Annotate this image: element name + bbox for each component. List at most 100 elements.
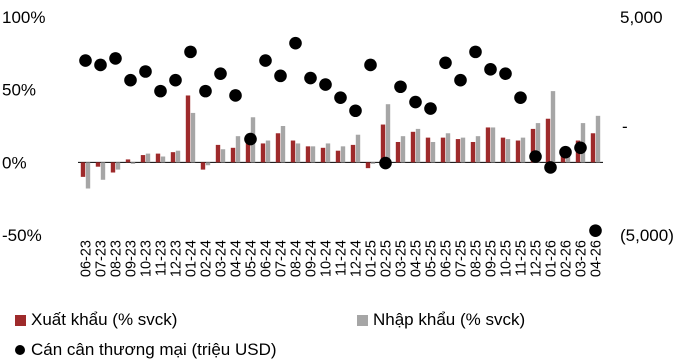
left-axis-tick-label: 50% [2, 81, 36, 100]
balance-point [379, 156, 392, 170]
import-bar [145, 153, 151, 163]
export-bar [500, 137, 506, 163]
x-tick-label: 12-24 [349, 240, 365, 277]
import-bar [190, 112, 196, 163]
balance-point [259, 54, 272, 67]
import-bar [175, 150, 181, 163]
export-bar [320, 147, 326, 163]
x-tick-label: 12-23 [169, 240, 185, 277]
export-bar [230, 147, 236, 163]
balance-point [559, 145, 572, 159]
balance-point [424, 102, 437, 115]
x-tick-label: 11-24 [334, 240, 350, 276]
x-tick-label: 11-23 [154, 240, 170, 276]
export-bar [305, 146, 311, 163]
export-bar [365, 162, 371, 169]
balance-point [304, 71, 317, 85]
balance-point [529, 150, 542, 163]
import-bar [85, 162, 91, 189]
balance-point [484, 63, 497, 76]
x-tick-label: 09-25 [484, 240, 500, 277]
export-bar [530, 128, 536, 163]
balance-point [544, 161, 557, 174]
x-tick-label: 09-24 [304, 240, 320, 277]
export-bar [275, 133, 281, 163]
x-tick-label: 08-24 [289, 240, 305, 277]
legend-balance-label: Cán cân thương mại (triệu USD) [31, 340, 277, 359]
balance-point [394, 80, 407, 94]
legend-import-label: Nhập khẩu (% svck) [373, 310, 526, 329]
import-bar [355, 134, 361, 163]
x-tick-label: 05-24 [244, 240, 260, 277]
export-bar [590, 133, 596, 163]
balance-point [469, 45, 482, 59]
x-tick-label: 06-23 [79, 240, 95, 277]
export-bar [260, 143, 266, 163]
export-bar [95, 162, 101, 167]
import-bar [550, 91, 556, 163]
x-tick-label: 03-25 [394, 240, 410, 277]
import-bar [115, 162, 121, 170]
export-swatch [15, 314, 26, 326]
export-bar [440, 137, 446, 163]
export-bar [185, 95, 191, 163]
balance-point [589, 224, 602, 237]
export-bar [140, 155, 146, 163]
balance-point [364, 58, 377, 72]
x-tick-label: 04-24 [229, 240, 245, 277]
x-tick-label: 01-26 [544, 240, 560, 277]
import-bar [370, 162, 376, 164]
balance-point [349, 104, 362, 118]
export-bar [485, 127, 491, 163]
x-tick-label: 03-26 [574, 240, 590, 277]
balance-point [124, 73, 137, 87]
export-bar [350, 144, 356, 163]
x-tick-label: 01-25 [364, 240, 380, 277]
balance-point [154, 84, 167, 98]
x-tick-label: 04-26 [589, 240, 605, 277]
x-tick-label: 01-24 [184, 240, 200, 277]
export-bar [560, 155, 566, 163]
import-bar [280, 126, 286, 163]
balance-point [409, 95, 422, 109]
x-tick-label: 10-23 [139, 240, 155, 277]
import-bar [265, 140, 271, 163]
import-bar [385, 104, 391, 163]
x-tick-label: 05-25 [424, 240, 440, 277]
import-bar [490, 127, 496, 163]
import-bar [340, 146, 346, 163]
left-axis-tick-label: 0% [2, 153, 27, 172]
x-tick-label: 02-25 [379, 240, 395, 277]
balance-swatch [15, 345, 25, 355]
import-swatch [357, 314, 368, 326]
import-bar [595, 115, 601, 163]
import-bar [130, 162, 136, 164]
balance-point [199, 84, 212, 98]
export-bar [515, 140, 521, 163]
legend-balance: Cán cân thương mại (triệu USD) [15, 340, 277, 360]
x-tick-label: 11-25 [514, 240, 530, 276]
balance-point [244, 132, 257, 146]
x-tick-label: 02-26 [559, 240, 575, 277]
import-bar [445, 133, 451, 163]
x-tick-label: 12-25 [529, 240, 545, 277]
x-tick-label: 07-23 [94, 240, 110, 277]
import-bar [100, 162, 106, 180]
export-bar [545, 118, 551, 163]
import-bar [415, 128, 421, 163]
export-bar [245, 140, 251, 163]
import-bar [295, 143, 301, 163]
import-bar [520, 137, 526, 163]
export-bar [215, 144, 221, 163]
import-bar [535, 123, 541, 163]
balance-point [214, 67, 227, 80]
export-bar [200, 162, 206, 170]
export-bar [125, 159, 131, 163]
export-bar [455, 139, 461, 163]
export-bar [410, 131, 416, 163]
bars [80, 91, 601, 189]
x-tick-labels: 06-23 07-23 08-23 09-23 10-23 11-23 12-23 01-24… [79, 240, 605, 277]
x-tick-label: 07-25 [454, 240, 470, 277]
legend-export: Xuất khẩu (% svck) [15, 310, 177, 330]
axes: 100% 50% 0% -50% 5,000 - (5,000) [2, 8, 674, 245]
